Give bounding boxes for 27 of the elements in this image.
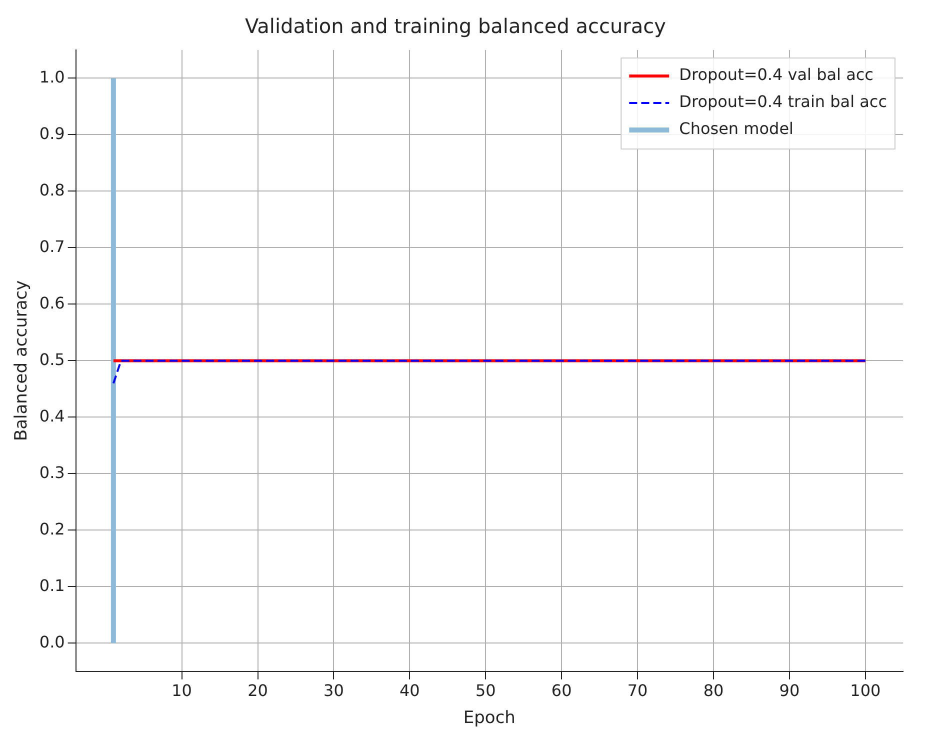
y-tick-label: 0.1 <box>39 576 65 595</box>
y-tick-label: 0.9 <box>39 124 65 143</box>
x-tick-label: 40 <box>399 681 420 700</box>
x-axis-title: Epoch <box>463 708 516 728</box>
legend-label: Dropout=0.4 train bal acc <box>679 92 888 112</box>
x-tick-label: 80 <box>703 681 724 700</box>
y-tick-label: 0.5 <box>39 350 65 369</box>
legend-label: Chosen model <box>679 119 794 138</box>
x-tick-label: 10 <box>172 681 192 700</box>
y-tick-label: 0.2 <box>39 519 65 538</box>
y-tick-label: 0.4 <box>39 406 65 426</box>
y-tick-label: 0.7 <box>39 236 65 256</box>
y-tick-label: 0.6 <box>39 293 65 312</box>
y-axis-title: Balanced accuracy <box>12 280 32 442</box>
x-tick-label: 60 <box>551 681 572 700</box>
y-tick-label: 0.8 <box>39 180 65 200</box>
x-tick-label: 100 <box>850 681 881 700</box>
x-tick-label: 20 <box>248 681 268 700</box>
y-tick-label: 0.3 <box>39 462 65 482</box>
y-tick-label: 0.0 <box>39 632 65 652</box>
x-tick-label: 70 <box>627 681 648 700</box>
chart-title: Validation and training balanced accuracy <box>245 14 666 38</box>
x-tick-label: 90 <box>779 681 800 700</box>
x-tick-label: 50 <box>475 681 496 700</box>
y-tick-label: 1.0 <box>39 67 65 86</box>
legend-label: Dropout=0.4 val bal acc <box>679 65 874 84</box>
x-tick-label: 30 <box>324 681 344 700</box>
